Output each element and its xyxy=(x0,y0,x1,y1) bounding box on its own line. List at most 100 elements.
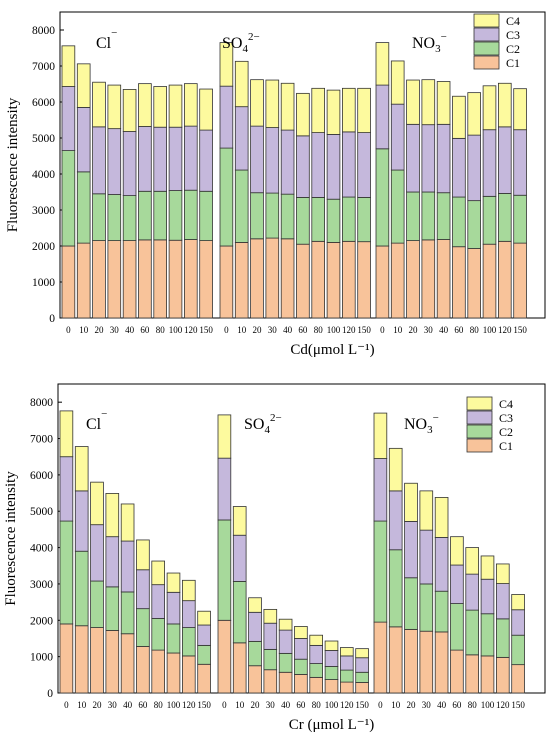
legend-label-c1: C1 xyxy=(499,439,513,453)
group-label-part: 4 xyxy=(242,43,248,55)
bar-c4 xyxy=(373,412,388,459)
group-label-part: NO xyxy=(404,416,427,433)
bar-c1 xyxy=(296,243,310,319)
bar-c3 xyxy=(404,521,418,579)
bar-c4 xyxy=(153,86,168,128)
x-tick-label: 120 xyxy=(340,700,354,710)
bar-c4 xyxy=(326,89,341,135)
bar-c4 xyxy=(434,497,449,538)
group-label-part: − xyxy=(111,27,117,39)
bar-c4 xyxy=(421,79,436,126)
bar-c4 xyxy=(181,579,196,602)
group-label-part: Cl xyxy=(96,35,112,52)
bar-c4 xyxy=(497,82,512,128)
bar-c2 xyxy=(450,603,464,651)
bar-c4 xyxy=(406,79,420,125)
x-tick-label: 120 xyxy=(342,325,356,335)
bar-c2 xyxy=(296,196,310,245)
bar-c3 xyxy=(375,84,390,150)
bar-c1 xyxy=(436,239,451,319)
bar-c2 xyxy=(183,189,198,240)
bar-c1 xyxy=(217,619,232,694)
bar-c3 xyxy=(280,129,295,195)
bar-c3 xyxy=(263,622,278,650)
x-tick-label: 0 xyxy=(222,700,227,710)
bar-c4 xyxy=(265,79,280,128)
x-tick-label: 40 xyxy=(125,325,135,335)
group-label-part: Cl xyxy=(86,416,102,433)
bar-c2 xyxy=(355,671,369,683)
bar-c3 xyxy=(278,629,293,654)
bar-c4 xyxy=(465,547,479,575)
bar-c2 xyxy=(217,519,232,621)
legend-swatch-c3 xyxy=(473,27,500,42)
legend-swatch-c2 xyxy=(466,424,493,439)
bar-c4 xyxy=(61,45,76,87)
x-tick-label: 40 xyxy=(283,325,293,335)
bar-c4 xyxy=(482,85,497,131)
bar-c1 xyxy=(92,240,106,319)
bar-c1 xyxy=(219,245,234,319)
bar-c4 xyxy=(138,83,152,127)
bar-c4 xyxy=(168,84,183,128)
x-tick-label: 10 xyxy=(235,700,245,710)
bar-c2 xyxy=(294,658,308,675)
bar-c2 xyxy=(419,583,434,632)
bar-c2 xyxy=(480,613,495,657)
x-tick-label: 100 xyxy=(169,325,183,335)
group-label-part: SO xyxy=(222,35,242,52)
bar-c3 xyxy=(234,106,249,171)
bar-c1 xyxy=(482,243,497,319)
bar-c4 xyxy=(296,92,310,137)
bar-c2 xyxy=(452,196,466,248)
bar-c3 xyxy=(250,125,264,194)
bar-c3 xyxy=(511,609,525,636)
y-tick-label: 2000 xyxy=(30,615,53,627)
bar-c3 xyxy=(153,126,168,192)
bar-c1 xyxy=(294,674,308,694)
bar-c1 xyxy=(234,241,249,319)
x-tick-label: 100 xyxy=(167,700,181,710)
y-tick-label: 8000 xyxy=(32,25,55,37)
bar-c3 xyxy=(421,124,436,193)
bar-c2 xyxy=(436,192,451,240)
bar-c1 xyxy=(406,240,420,319)
bar-c3 xyxy=(199,129,213,192)
x-tick-label: 80 xyxy=(312,700,322,710)
y-tick-label: 8000 xyxy=(30,397,53,409)
x-axis-title: Cr (μmol L⁻¹) xyxy=(289,717,374,733)
bar-c4 xyxy=(250,79,264,127)
bar-c2 xyxy=(388,549,403,628)
bar-c3 xyxy=(183,125,198,191)
group-label-part: SO xyxy=(244,416,264,433)
y-tick-label: 7000 xyxy=(32,61,55,73)
legend-swatch-c2 xyxy=(473,41,500,56)
y-tick-label: 1000 xyxy=(32,277,55,289)
bar-c4 xyxy=(151,560,166,586)
x-tick-label: 40 xyxy=(123,700,133,710)
bar-c1 xyxy=(105,630,120,694)
y-axis-title: Fluorescence intensity xyxy=(5,97,21,232)
x-tick-label: 20 xyxy=(251,700,261,710)
x-tick-label: 10 xyxy=(77,700,87,710)
y-tick-label: 1000 xyxy=(30,652,53,664)
y-tick-label: 0 xyxy=(47,688,53,700)
bar-c4 xyxy=(511,594,525,611)
bar-c2 xyxy=(324,666,339,680)
bar-c2 xyxy=(153,190,168,241)
x-tick-label: 20 xyxy=(95,325,105,335)
bar-c1 xyxy=(59,623,74,694)
bar-c3 xyxy=(107,128,122,195)
x-tick-label: 40 xyxy=(437,700,447,710)
legend-label-c2: C2 xyxy=(499,425,513,439)
bar-c3 xyxy=(74,490,89,552)
bar-c4 xyxy=(311,87,325,133)
bar-c4 xyxy=(278,618,293,631)
x-tick-label: 60 xyxy=(140,325,150,335)
legend-swatch-c3 xyxy=(466,410,493,425)
x-tick-label: 10 xyxy=(393,325,403,335)
bar-c3 xyxy=(467,134,481,202)
bar-c1 xyxy=(357,241,371,319)
bar-c4 xyxy=(390,60,405,105)
bar-c3 xyxy=(248,611,262,642)
